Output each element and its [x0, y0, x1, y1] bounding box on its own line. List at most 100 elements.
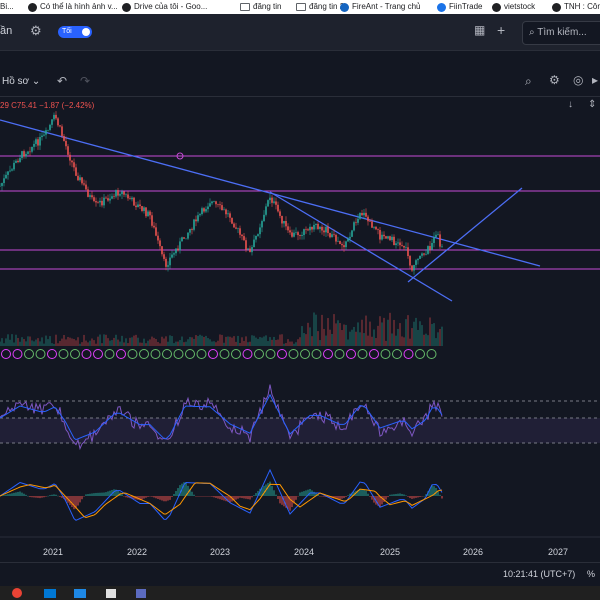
toolbar-left-label[interactable]: ần [0, 25, 13, 37]
event-marker[interactable] [104, 349, 115, 359]
grid-layout-icon[interactable]: ▦ [474, 23, 486, 37]
bookmark-8[interactable]: TNH : Công [552, 0, 600, 14]
quick-search-icon[interactable]: ⌕ [525, 74, 532, 88]
undo-icon[interactable]: ↶ [57, 74, 68, 88]
bookmark-2[interactable]: Drive của tôi - Goo... [122, 0, 207, 14]
candle-body [27, 151, 29, 154]
mail-icon[interactable] [44, 589, 56, 598]
event-marker[interactable] [265, 349, 276, 359]
chrome-icon[interactable] [12, 588, 22, 598]
bookmark-0[interactable]: Bi... [0, 2, 14, 11]
plus-icon[interactable]: + [497, 22, 506, 38]
trendline-lower[interactable] [269, 191, 453, 302]
event-marker[interactable] [127, 349, 138, 359]
event-marker[interactable] [93, 349, 103, 359]
candle-body [321, 226, 323, 231]
event-marker[interactable] [196, 349, 207, 359]
event-marker[interactable] [288, 349, 299, 359]
bookmark-4[interactable]: đăng tin 2 [296, 0, 344, 14]
teams-icon[interactable] [136, 589, 146, 598]
event-marker[interactable] [403, 349, 414, 359]
macd-bar [5, 494, 7, 496]
search-input[interactable]: ⌕ Tìm kiếm... [522, 21, 600, 45]
candle-body [169, 257, 171, 266]
event-marker[interactable] [219, 349, 230, 359]
candle-body [115, 190, 117, 197]
store-icon[interactable] [106, 589, 116, 598]
profile-dropdown[interactable]: Hồ sơ ⌄ [2, 76, 41, 87]
bookmark-7[interactable]: vietstock [492, 0, 535, 14]
macd-bar [25, 494, 27, 496]
event-marker[interactable] [231, 349, 241, 359]
macd-bar [141, 496, 143, 500]
app-icon[interactable] [74, 589, 86, 598]
line-handle[interactable] [176, 152, 184, 160]
bookmark-3[interactable]: đăng tin [240, 0, 281, 14]
event-marker[interactable] [254, 349, 264, 359]
dark-mode-toggle[interactable]: Tối [58, 26, 92, 38]
settings-icon[interactable]: ⚙ [549, 73, 560, 87]
macd-bar [53, 494, 55, 496]
event-marker[interactable] [346, 349, 356, 359]
time-axis[interactable]: 2021 2022 2023 2024 2025 2026 2027 [0, 540, 600, 562]
bookmark-5[interactable]: FireAnt - Trang chủ [340, 0, 420, 14]
volume-bar [393, 319, 395, 346]
bookmark-1[interactable]: Có thể là hình ảnh v... [28, 0, 118, 14]
macd-bar [241, 496, 243, 499]
candle-body [415, 260, 417, 265]
event-marker[interactable] [150, 349, 161, 359]
gear-icon[interactable]: ⚙ [30, 23, 42, 38]
macd-bar [239, 496, 241, 498]
event-marker[interactable] [116, 349, 126, 359]
candle-body [281, 215, 283, 224]
event-marker[interactable] [70, 349, 80, 359]
macd-bar [207, 496, 209, 497]
rsi-ma-line[interactable] [0, 393, 443, 441]
candle-body [143, 207, 145, 211]
event-marker[interactable] [334, 349, 345, 359]
snapshot-icon[interactable]: ◎ [573, 73, 584, 87]
event-marker[interactable] [24, 349, 34, 359]
event-marker[interactable] [392, 349, 402, 359]
event-marker[interactable] [380, 349, 391, 359]
event-marker[interactable] [12, 349, 23, 359]
volume-bar [253, 335, 255, 346]
redo-icon[interactable]: ↷ [80, 74, 91, 88]
trendline-down[interactable] [0, 119, 541, 267]
event-marker[interactable] [369, 349, 379, 359]
signal-line[interactable] [0, 482, 443, 518]
more-icon[interactable]: ▸ [592, 73, 599, 87]
bookmark-6[interactable]: FiinTrade [437, 0, 483, 14]
macd-bar [411, 496, 413, 499]
macd-bar [121, 494, 123, 496]
event-marker[interactable] [426, 349, 437, 359]
macd-line[interactable] [0, 468, 443, 521]
trendline-up[interactable] [407, 187, 523, 283]
event-marker[interactable] [415, 349, 425, 359]
event-marker[interactable] [277, 349, 287, 359]
event-marker[interactable] [242, 349, 253, 359]
price-chart[interactable] [0, 96, 600, 566]
candle-body [29, 151, 31, 153]
event-marker[interactable] [47, 349, 57, 359]
scroll-icon[interactable]: ⇕ [588, 99, 597, 110]
event-marker[interactable] [300, 349, 310, 359]
event-marker[interactable] [81, 349, 92, 359]
volume-bar [379, 316, 381, 346]
event-marker[interactable] [58, 349, 69, 359]
event-marker[interactable] [139, 349, 149, 359]
event-marker[interactable] [1, 349, 11, 359]
event-marker[interactable] [185, 349, 195, 359]
rsi-line[interactable] [0, 384, 443, 451]
event-marker[interactable] [208, 349, 218, 359]
event-marker[interactable] [35, 349, 46, 359]
event-marker[interactable] [162, 349, 172, 359]
volume-bar [195, 335, 197, 346]
candle-body [85, 184, 87, 190]
event-marker[interactable] [323, 349, 333, 359]
event-marker[interactable] [173, 349, 184, 359]
event-marker[interactable] [311, 349, 322, 359]
event-marker[interactable] [357, 349, 368, 359]
percent-toggle[interactable]: % [587, 569, 596, 579]
download-icon[interactable]: ↓ [568, 99, 573, 110]
